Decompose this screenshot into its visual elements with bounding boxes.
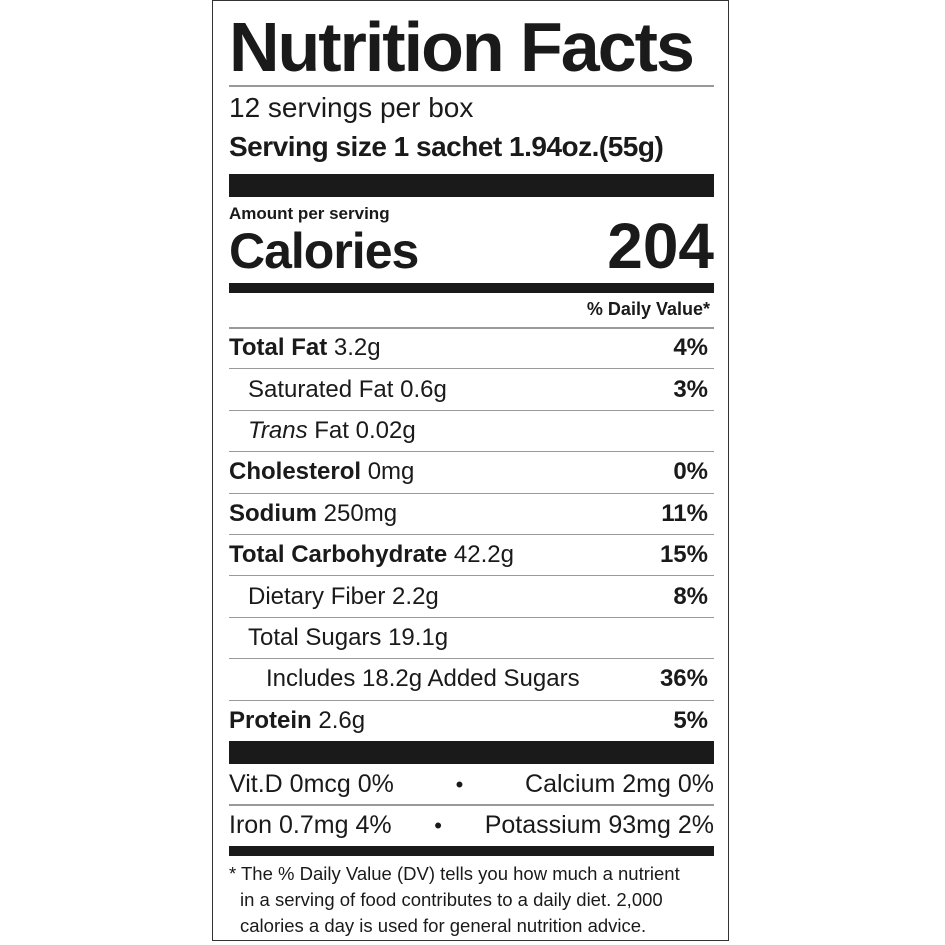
divider [229, 804, 714, 806]
nutrient-amount: 3.2g [333, 334, 381, 362]
nutrient-row-trans-fat: Trans Fat 0.02g [229, 411, 714, 453]
nutrient-dv: 5% [673, 707, 708, 735]
footnote-line: in a serving of food contributes to a da… [240, 889, 663, 910]
vitamin-row: Vit.D 0mcg 0% • Calcium 2mg 0% [229, 764, 714, 805]
amount-per-serving: Amount per serving [229, 204, 390, 223]
nutrient-amount: 0.6g [400, 375, 447, 403]
serving-size: Serving size 1 sachet 1.94oz.(55g) [229, 131, 664, 162]
nutrient-dv: 15% [659, 541, 708, 569]
vitamin-right: Potassium 93mg 2% [484, 811, 714, 839]
nutrient-name: Total Carbohydrate [229, 541, 448, 569]
nutrient-name: Fat [314, 416, 349, 444]
nutrient-name: Total Sugars [248, 623, 382, 651]
nutrient-dv: 36% [659, 665, 708, 693]
divider [229, 327, 714, 329]
nutrient-name: Total Fat [229, 334, 328, 362]
footnote: * The % Daily Value (DV) tells you how m… [229, 861, 680, 939]
vitamin-left: Vit.D 0mcg 0% [229, 770, 394, 798]
nutrient-amount: 250mg [323, 499, 398, 527]
nutrient-row-total-sugars: Total Sugars 19.1g [229, 618, 714, 660]
nutrient-row-protein: Protein 2.6g 5% [229, 701, 714, 742]
calories-label: Calories [229, 223, 419, 279]
nutrient-row-saturated-fat: Saturated Fat 0.6g 3% [229, 369, 714, 411]
nutrient-name: Sodium [229, 499, 317, 527]
servings-per-container: 12 servings per box [229, 92, 474, 123]
nutrient-amount: 0mg [367, 458, 415, 486]
nutrient-row-total-carbohydrate: Total Carbohydrate 42.2g 15% [229, 535, 714, 577]
nutrient-amount: 2.6g [318, 707, 366, 735]
nutrient-dv: 3% [673, 375, 708, 403]
footnote-line: * The % Daily Value (DV) tells you how m… [229, 863, 680, 884]
medium-divider [229, 283, 714, 293]
vitamin-row: Iron 0.7mg 4% • Potassium 93mg 2% [229, 805, 714, 846]
calories-value: 204 [607, 210, 714, 282]
nutrient-amount: 0.02g [355, 416, 416, 444]
nutrient-name: Includes 18.2g Added Sugars [266, 665, 580, 693]
nutrient-dv: 0% [673, 458, 708, 486]
nutrient-list: Total Fat 3.2g 4% Saturated Fat 0.6g 3% Tr… [229, 328, 714, 742]
nutrient-name: Saturated Fat [248, 375, 394, 403]
bullet-separator: • [434, 812, 442, 838]
nutrient-amount: 19.1g [388, 623, 449, 651]
nutrient-row-added-sugars: Includes 18.2g Added Sugars 36% [229, 659, 714, 701]
nutrient-name: Protein [229, 707, 312, 735]
thick-divider [229, 741, 714, 764]
nutrient-dv: 11% [661, 499, 708, 527]
footnote-line: calories a day is used for general nutri… [240, 915, 647, 936]
medium-divider [229, 846, 714, 856]
nutrient-row-total-fat: Total Fat 3.2g 4% [229, 328, 714, 370]
nutrient-name-italic: Trans [248, 416, 308, 444]
nutrient-amount: 42.2g [453, 541, 514, 569]
divider [229, 85, 714, 87]
nutrient-row-sodium: Sodium 250mg 11% [229, 494, 714, 535]
bullet-separator: • [455, 771, 464, 797]
daily-value-header: % Daily Value* [586, 299, 710, 319]
nutrition-facts-label: Nutrition Facts 12 servings per box Serv… [212, 0, 729, 941]
nutrient-name: Dietary Fiber [248, 582, 386, 610]
nutrient-amount: 2.2g [392, 582, 439, 610]
nutrient-row-dietary-fiber: Dietary Fiber 2.2g 8% [229, 576, 714, 618]
label-title: Nutrition Facts [229, 8, 695, 86]
thick-divider [229, 174, 714, 197]
nutrient-row-cholesterol: Cholesterol 0mg 0% [229, 452, 714, 494]
nutrient-name: Cholesterol [229, 458, 362, 486]
vitamin-left: Iron 0.7mg 4% [229, 811, 392, 839]
nutrient-dv: 8% [673, 582, 708, 610]
nutrient-dv: 4% [673, 334, 708, 362]
vitamin-right: Calcium 2mg 0% [525, 770, 714, 798]
